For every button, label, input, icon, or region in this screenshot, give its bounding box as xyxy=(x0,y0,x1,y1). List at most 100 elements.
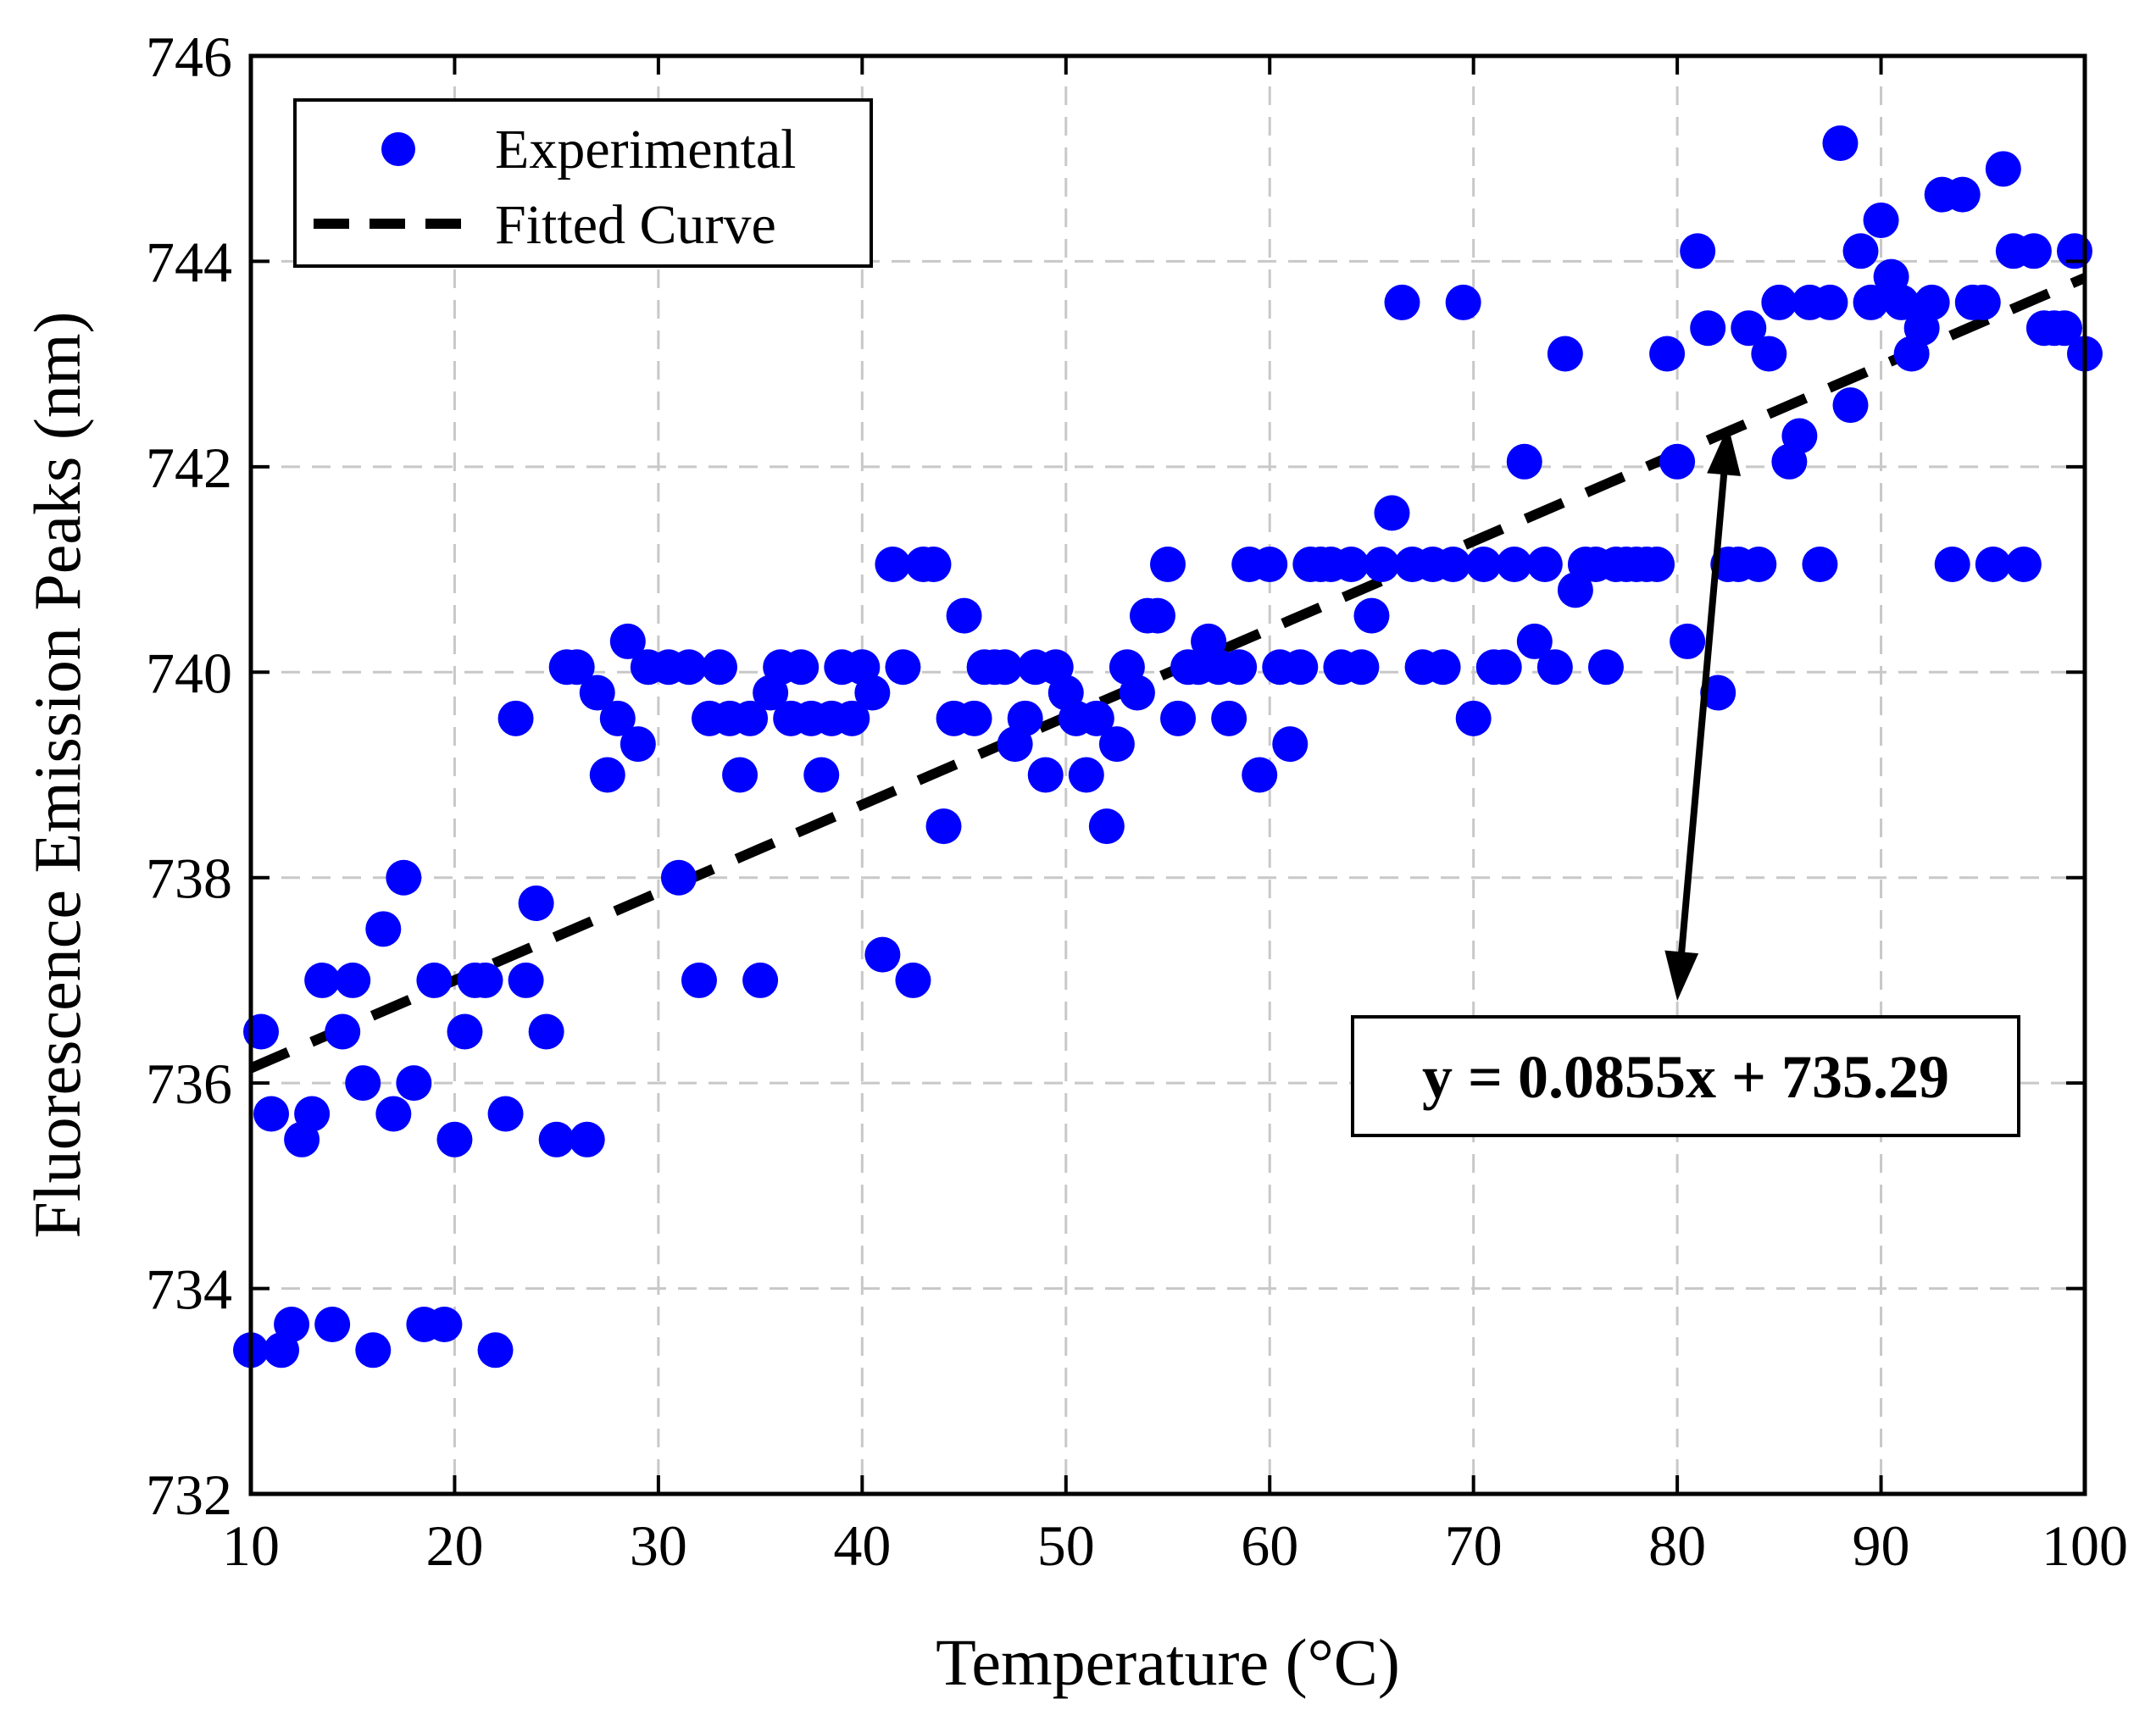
data-point xyxy=(365,911,402,947)
data-point xyxy=(447,1013,483,1050)
data-point xyxy=(1649,336,1686,372)
data-point xyxy=(986,649,1023,686)
tick-labels: 10 20 30 40 50 60 70 80 90 100 732 734 736 738 740 742 7… xyxy=(146,25,2128,1578)
x-tick-label: 30 xyxy=(630,1513,687,1578)
data-point xyxy=(783,649,820,686)
data-point xyxy=(1282,649,1319,686)
data-point xyxy=(1741,547,1777,583)
data-point xyxy=(1486,649,1522,686)
y-tick-label: 746 xyxy=(146,25,232,89)
data-point xyxy=(497,700,534,736)
data-point xyxy=(1516,623,1553,659)
data-point xyxy=(1587,649,1624,686)
data-point xyxy=(1139,597,1175,634)
y-tick-label: 736 xyxy=(146,1052,232,1116)
data-point xyxy=(508,962,544,998)
data-point xyxy=(1944,176,1981,213)
data-point xyxy=(426,1306,463,1342)
data-point xyxy=(1853,284,1889,320)
data-point xyxy=(579,675,615,711)
data-point xyxy=(1751,336,1787,372)
legend-label-fitted-curve: Fitted Curve xyxy=(495,194,776,256)
annotation-arrow-head-end xyxy=(1707,425,1742,476)
data-point xyxy=(1272,726,1309,763)
data-point xyxy=(1088,808,1125,845)
data-point xyxy=(1160,700,1197,736)
data-point xyxy=(1985,151,2021,187)
data-point xyxy=(1078,700,1114,736)
x-tick-label: 80 xyxy=(1648,1513,1706,1578)
data-point xyxy=(2056,233,2092,269)
data-point xyxy=(1353,597,1390,634)
x-tick-label: 50 xyxy=(1037,1513,1095,1578)
x-axis-label: Temperature (°C) xyxy=(936,1625,1400,1699)
data-point xyxy=(416,962,453,998)
data-point xyxy=(1343,649,1380,686)
axis-ticks xyxy=(249,54,2087,1496)
x-tick-label: 10 xyxy=(222,1513,280,1578)
data-point xyxy=(1445,284,1481,320)
data-point xyxy=(467,962,503,998)
data-point xyxy=(599,700,636,736)
data-point xyxy=(1832,387,1869,424)
data-point xyxy=(1812,284,1848,320)
data-point xyxy=(2005,547,2042,583)
data-point xyxy=(274,1306,310,1342)
data-point xyxy=(1781,418,1818,454)
data-point xyxy=(558,649,595,686)
data-point xyxy=(732,700,769,736)
equation-label: y = 0.0855x + 735.29 xyxy=(1422,1043,1949,1111)
data-point xyxy=(1374,495,1410,531)
data-point xyxy=(1435,547,1471,583)
data-point xyxy=(538,1121,575,1158)
plot-frame xyxy=(248,53,2087,1496)
data-point xyxy=(834,700,870,736)
data-point xyxy=(1425,649,1461,686)
data-point xyxy=(1027,757,1064,793)
data-point xyxy=(1252,547,1288,583)
data-point xyxy=(2015,233,2052,269)
data-point xyxy=(1680,233,1716,269)
data-point xyxy=(1690,310,1726,347)
data-point xyxy=(1883,284,1920,320)
data-point xyxy=(864,936,901,973)
x-tick-label: 40 xyxy=(833,1513,891,1578)
data-point xyxy=(875,547,911,583)
data-point xyxy=(956,700,992,736)
data-point xyxy=(803,757,840,793)
data-point xyxy=(660,859,697,896)
x-tick-label: 100 xyxy=(2042,1513,2128,1578)
legend-marker-experimental xyxy=(381,132,415,166)
data-point xyxy=(1496,547,1532,583)
data-point xyxy=(854,675,891,711)
data-point xyxy=(253,1096,290,1132)
data-point xyxy=(1384,284,1420,320)
data-point xyxy=(1333,547,1370,583)
data-point xyxy=(1761,284,1798,320)
data-point xyxy=(681,962,717,998)
data-point xyxy=(477,1332,514,1368)
data-point xyxy=(620,726,656,763)
data-point xyxy=(304,962,341,998)
y-tick-label: 734 xyxy=(146,1257,232,1322)
data-point xyxy=(1964,284,2001,320)
data-point xyxy=(436,1121,473,1158)
y-tick-label: 738 xyxy=(146,847,232,911)
data-point xyxy=(1007,700,1043,736)
data-point xyxy=(1119,675,1155,711)
data-point xyxy=(1731,310,1767,347)
data-point xyxy=(243,1013,280,1050)
data-point xyxy=(1975,547,2011,583)
data-point xyxy=(1068,757,1104,793)
data-point xyxy=(1098,726,1135,763)
data-point xyxy=(1822,125,1859,162)
data-point xyxy=(1465,547,1502,583)
data-point xyxy=(294,1096,331,1132)
data-point xyxy=(325,1013,361,1050)
data-point xyxy=(589,757,625,793)
data-point xyxy=(895,962,931,998)
data-point xyxy=(2046,310,2082,347)
data-point xyxy=(1150,547,1186,583)
